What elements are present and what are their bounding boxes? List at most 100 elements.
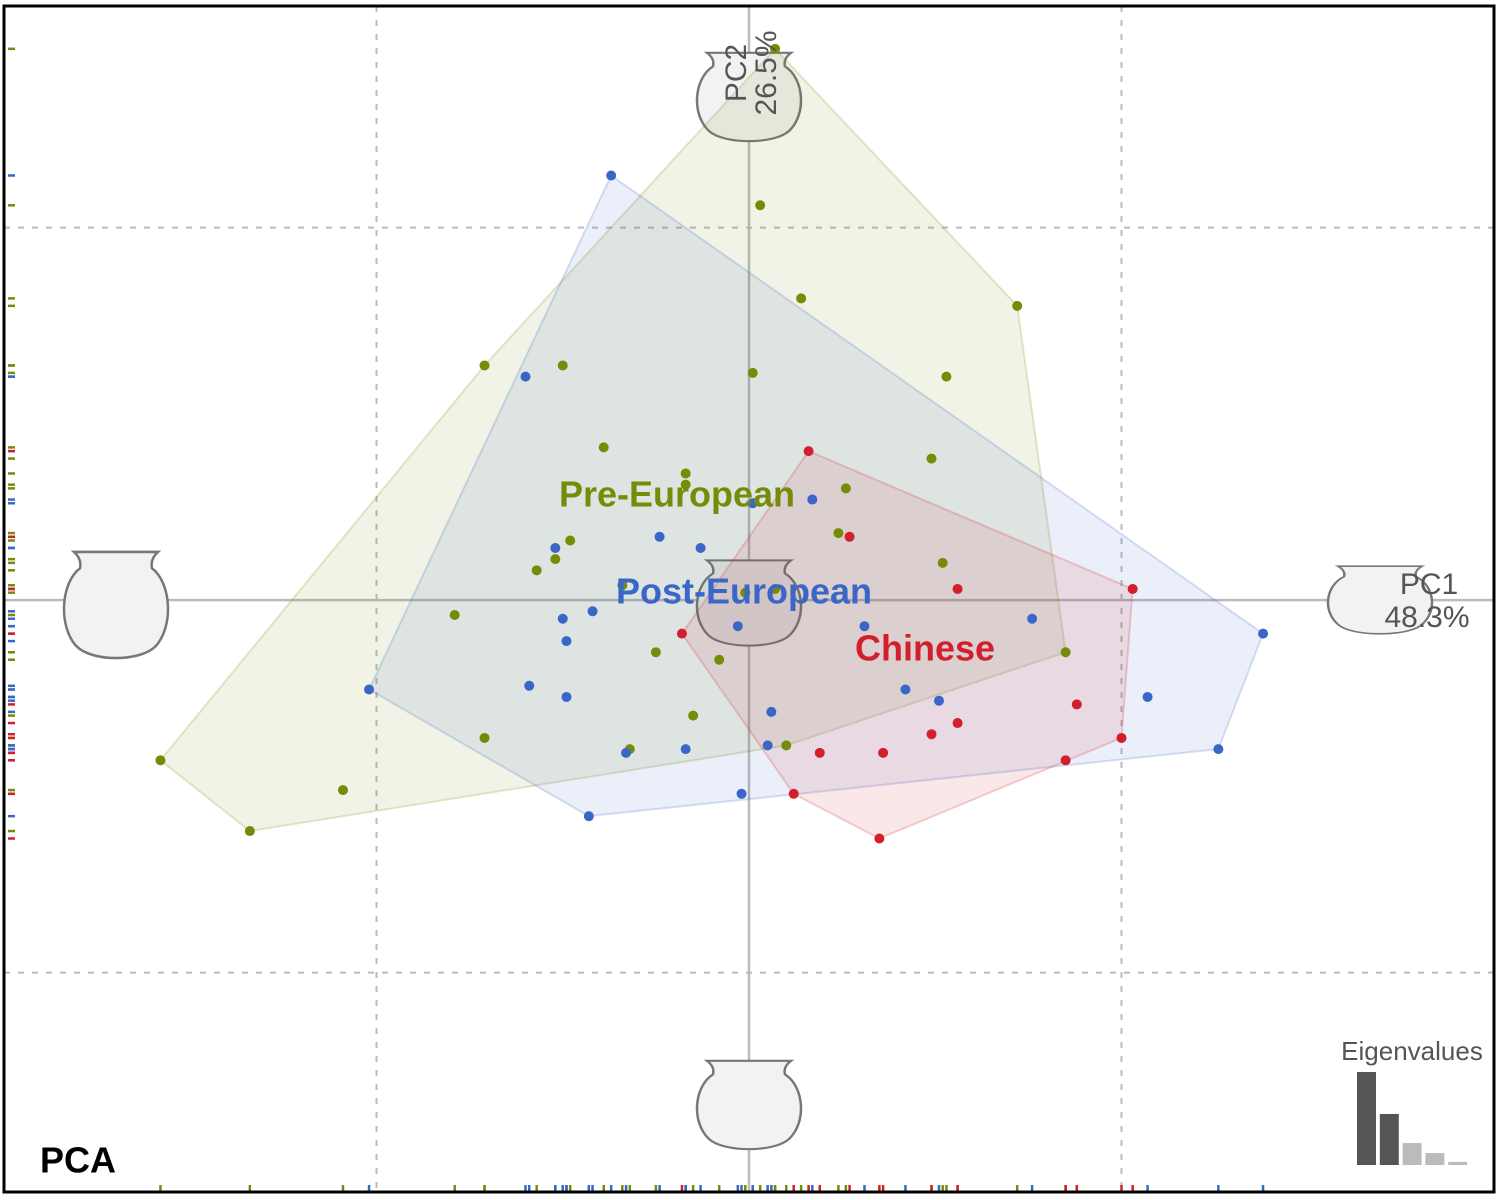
point	[337, 785, 348, 796]
point	[952, 583, 963, 594]
eigenvalues-title: Eigenvalues	[1341, 1036, 1483, 1066]
point	[550, 554, 561, 565]
point	[859, 621, 870, 632]
point	[565, 535, 576, 546]
x-axis-label: PC1	[1400, 568, 1458, 601]
point	[755, 200, 766, 211]
point	[1258, 628, 1269, 639]
group-label: Chinese	[855, 628, 995, 669]
point	[770, 583, 781, 594]
point	[788, 788, 799, 799]
group-label: Pre-European	[559, 474, 795, 515]
plot-frame	[2, 4, 1496, 1194]
point	[1213, 744, 1224, 755]
point	[676, 628, 687, 639]
point	[937, 557, 948, 568]
point	[714, 654, 725, 665]
point	[561, 691, 572, 702]
point	[840, 483, 851, 494]
point	[933, 695, 944, 706]
point	[1060, 755, 1071, 766]
point	[1127, 583, 1138, 594]
point	[654, 531, 665, 542]
point	[688, 710, 699, 721]
point	[747, 498, 758, 509]
point	[621, 747, 632, 758]
pot-bottom	[695, 1059, 803, 1151]
group-hull	[159, 47, 1067, 833]
point	[606, 170, 617, 181]
eigenvalue-bar	[1402, 1143, 1422, 1165]
point	[1027, 613, 1038, 624]
point	[583, 811, 594, 822]
point	[479, 360, 490, 371]
point	[364, 684, 375, 695]
point	[520, 371, 531, 382]
point	[740, 587, 751, 598]
point	[732, 621, 743, 632]
point	[680, 744, 691, 755]
point	[617, 580, 628, 591]
eigenvalues-chart	[1357, 1072, 1468, 1165]
point	[807, 494, 818, 505]
point	[1071, 699, 1082, 710]
pot-left	[62, 550, 170, 660]
point	[155, 755, 166, 766]
point	[844, 531, 855, 542]
point	[244, 826, 255, 837]
point	[1060, 647, 1071, 658]
point	[680, 468, 691, 479]
point	[1116, 732, 1127, 743]
points	[155, 43, 1269, 844]
point	[878, 747, 889, 758]
point	[796, 293, 807, 304]
y-axis-variance: 26.5%	[750, 30, 783, 115]
point	[524, 680, 535, 691]
point	[833, 528, 844, 539]
point	[598, 442, 609, 453]
pot-center	[695, 559, 803, 647]
point	[926, 453, 937, 464]
point	[874, 833, 885, 844]
shape-icons	[62, 51, 1434, 1151]
point	[479, 732, 490, 743]
point	[952, 718, 963, 729]
group-hull	[367, 173, 1265, 818]
x-axis-variance: 48.3%	[1384, 601, 1469, 634]
pot-right	[1326, 565, 1434, 635]
point	[900, 684, 911, 695]
point	[695, 542, 706, 553]
point	[803, 446, 814, 457]
point	[781, 740, 792, 751]
eigenvalue-bar	[1448, 1161, 1468, 1165]
point	[561, 636, 572, 647]
point	[1142, 691, 1153, 702]
y-axis-label: PC2	[720, 44, 753, 102]
point	[550, 542, 561, 553]
point	[747, 367, 758, 378]
point	[770, 43, 781, 54]
point	[449, 610, 460, 621]
pot-top	[695, 51, 803, 143]
point	[762, 740, 773, 751]
group-label: Post-European	[616, 571, 872, 612]
point	[587, 606, 598, 617]
chart-title: PCA	[40, 1140, 116, 1181]
point	[941, 371, 952, 382]
point	[557, 613, 568, 624]
eigenvalue-bar	[1357, 1072, 1376, 1165]
point	[766, 706, 777, 717]
point	[1012, 300, 1023, 311]
point	[736, 788, 747, 799]
point	[926, 729, 937, 740]
eigenvalue-bar	[1425, 1153, 1445, 1165]
point	[650, 647, 661, 658]
point	[680, 479, 691, 490]
point	[531, 565, 542, 576]
point	[557, 360, 568, 371]
hulls	[159, 47, 1265, 840]
labels: Pre-European Post-European Chinese	[559, 474, 995, 669]
eigenvalue-bar	[1379, 1113, 1399, 1165]
point	[814, 747, 825, 758]
